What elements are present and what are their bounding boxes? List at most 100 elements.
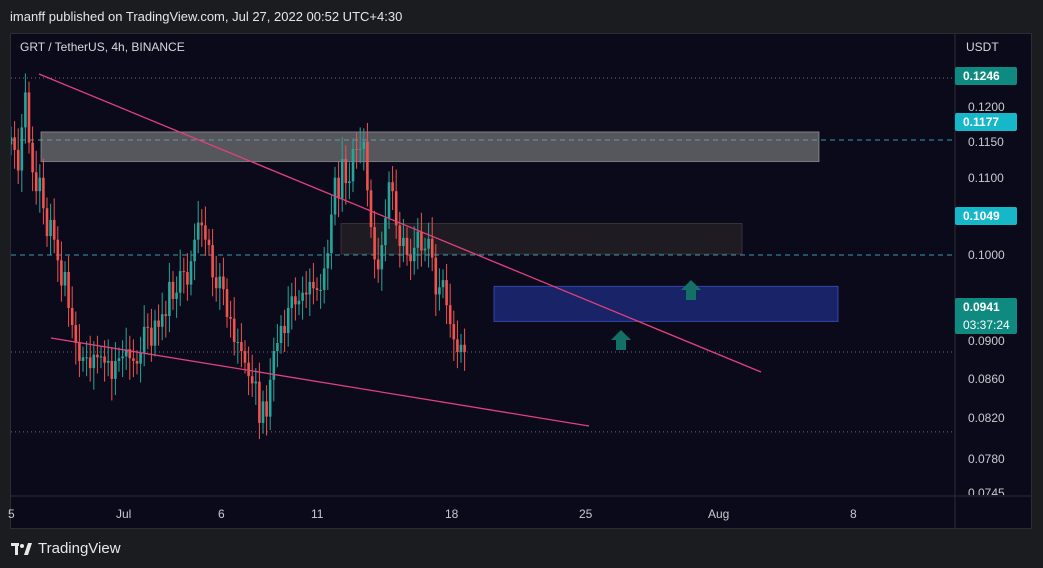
candle-body[interactable] <box>315 288 319 290</box>
candle-body[interactable] <box>211 245 214 278</box>
candle-body[interactable] <box>438 287 441 295</box>
candle-body[interactable] <box>52 219 56 240</box>
candle-body[interactable] <box>56 239 60 261</box>
candle-body[interactable] <box>157 320 160 327</box>
candle-body[interactable] <box>351 148 355 182</box>
candle-body[interactable] <box>225 289 229 317</box>
candle-body[interactable] <box>247 362 250 377</box>
candle-body[interactable] <box>330 214 333 254</box>
candle-body[interactable] <box>189 261 193 285</box>
candle-body[interactable] <box>121 356 124 359</box>
candle-body[interactable] <box>204 225 207 240</box>
candle-body[interactable] <box>153 320 157 346</box>
candle-body[interactable] <box>150 327 153 346</box>
candle-body[interactable] <box>405 237 409 255</box>
candle-body[interactable] <box>60 260 63 286</box>
candle-body[interactable] <box>355 148 358 150</box>
candle-body[interactable] <box>200 222 204 226</box>
candle-body[interactable] <box>222 276 225 290</box>
candle-body[interactable] <box>340 158 344 199</box>
candle-body[interactable] <box>218 276 222 289</box>
candle-body[interactable] <box>193 239 196 262</box>
candle-body[interactable] <box>78 342 81 361</box>
candle-body[interactable] <box>229 316 232 319</box>
candle-body[interactable] <box>171 281 175 299</box>
candle-body[interactable] <box>114 360 117 379</box>
candle-body[interactable] <box>272 351 276 380</box>
candle-body[interactable] <box>319 289 322 291</box>
candle-body[interactable] <box>214 277 218 289</box>
candle-body[interactable] <box>142 326 146 353</box>
candle-body[interactable] <box>96 354 99 358</box>
candle-body[interactable] <box>135 360 139 364</box>
candle-body[interactable] <box>394 191 398 226</box>
candle-body[interactable] <box>70 307 74 326</box>
candle-body[interactable] <box>398 225 402 246</box>
candle-body[interactable] <box>34 172 38 192</box>
candle-body[interactable] <box>236 342 240 344</box>
candle-body[interactable] <box>459 344 463 352</box>
candle-body[interactable] <box>178 271 182 293</box>
candle-body[interactable] <box>74 325 78 343</box>
candle-body[interactable] <box>182 271 186 273</box>
candle-body[interactable] <box>139 352 142 364</box>
symbol-title[interactable]: GRT / TetherUS, 4h, BINANCE <box>20 40 185 54</box>
candle-body[interactable] <box>67 272 70 308</box>
candle-body[interactable] <box>430 238 434 258</box>
candle-body[interactable] <box>441 280 445 288</box>
tradingview-footer[interactable]: TradingView <box>11 540 121 557</box>
candle-body[interactable] <box>312 281 315 289</box>
candle-body[interactable] <box>49 219 52 237</box>
candle-body[interactable] <box>294 296 297 305</box>
candle-body[interactable] <box>232 318 236 343</box>
candle-body[interactable] <box>42 177 45 209</box>
candle-body[interactable] <box>106 360 110 363</box>
descending-trendline-upper[interactable] <box>38 73 762 373</box>
candle-body[interactable] <box>322 268 326 290</box>
candle-body[interactable] <box>387 182 391 219</box>
price-chart[interactable] <box>11 34 1032 528</box>
candle-body[interactable] <box>434 257 438 295</box>
candle-body[interactable] <box>286 307 290 334</box>
candle-body[interactable] <box>27 92 31 143</box>
candle-body[interactable] <box>38 177 42 192</box>
candle-body[interactable] <box>250 376 254 384</box>
candle-body[interactable] <box>11 137 13 145</box>
candle-body[interactable] <box>258 381 261 423</box>
candle-body[interactable] <box>384 218 387 246</box>
candle-body[interactable] <box>254 381 258 384</box>
supply-zone-middle[interactable] <box>340 223 743 255</box>
candle-body[interactable] <box>261 401 265 423</box>
candle-body[interactable] <box>326 253 330 269</box>
candle-body[interactable] <box>45 208 49 237</box>
candle-body[interactable] <box>427 238 430 249</box>
candle-body[interactable] <box>276 342 279 352</box>
candle-body[interactable] <box>85 357 88 359</box>
candle-body[interactable] <box>16 149 20 171</box>
candle-body[interactable] <box>409 254 412 262</box>
candle-body[interactable] <box>268 379 272 417</box>
candle-body[interactable] <box>132 358 135 361</box>
candle-body[interactable] <box>103 356 106 363</box>
candle-body[interactable] <box>110 360 114 379</box>
candle-body[interactable] <box>337 177 340 199</box>
demand-zone-blue[interactable] <box>493 285 839 322</box>
candle-body[interactable] <box>186 272 189 285</box>
candle-body[interactable] <box>283 325 286 334</box>
candle-body[interactable] <box>160 314 164 327</box>
candle-body[interactable] <box>362 141 366 149</box>
candle-body[interactable] <box>88 357 92 369</box>
candle-body[interactable] <box>369 190 373 228</box>
candle-body[interactable] <box>301 292 304 301</box>
candle-body[interactable] <box>290 296 294 308</box>
candle-body[interactable] <box>124 349 128 357</box>
candle-body[interactable] <box>63 272 67 286</box>
candle-body[interactable] <box>420 231 423 251</box>
candle-body[interactable] <box>445 280 448 306</box>
candle-body[interactable] <box>380 245 384 270</box>
candle-body[interactable] <box>117 358 121 361</box>
candle-body[interactable] <box>366 141 369 191</box>
candle-body[interactable] <box>265 401 268 417</box>
candle-body[interactable] <box>423 248 427 251</box>
candle-body[interactable] <box>99 356 103 358</box>
